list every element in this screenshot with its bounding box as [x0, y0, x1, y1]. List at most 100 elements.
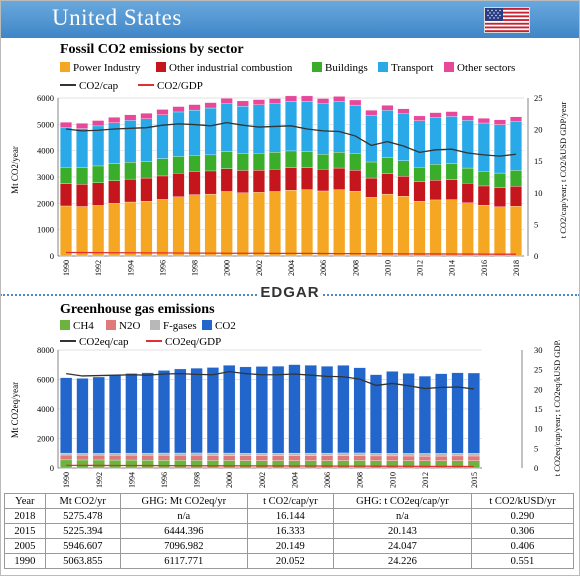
- bar-segment: [418, 453, 431, 457]
- table-row: 2018 5275.478 n/a 16.144 n/a 0.290: [4, 508, 575, 524]
- bar-segment: [204, 102, 217, 109]
- bar-segment: [141, 452, 154, 456]
- y2-tick-label: 20: [534, 384, 543, 394]
- bar-segment: [223, 455, 236, 461]
- legend-co2eq-cap: CO2eq/cap: [60, 336, 128, 348]
- table-header: Mt CO2/yr: [44, 493, 121, 509]
- bar-segment: [252, 170, 265, 193]
- y2-tick-label: 10: [534, 424, 543, 434]
- bar-segment: [467, 372, 480, 454]
- bar-segment: [397, 113, 410, 161]
- legend-label: Transport: [391, 62, 434, 74]
- bar-segment: [285, 190, 297, 257]
- y2-tick-label: 0: [534, 463, 538, 473]
- bar-segment: [365, 197, 378, 257]
- us-flag-icon: [484, 7, 530, 33]
- per-capita-line: [66, 370, 474, 390]
- bar-segment: [92, 182, 105, 206]
- table-cell: 0.290: [470, 508, 575, 524]
- bar-segment: [236, 106, 249, 154]
- table-header: t CO2/cap/yr: [246, 493, 334, 509]
- y-tick-label: 4000: [37, 404, 54, 414]
- per-capita-line: [65, 121, 517, 157]
- bar-segment: [386, 371, 399, 454]
- bar-segment: [268, 98, 281, 104]
- bar-segment: [451, 455, 464, 461]
- y-tick-label: 8000: [37, 345, 54, 355]
- bar-segment: [369, 460, 383, 469]
- bar-segment: [429, 112, 442, 118]
- bar-segment: [435, 373, 448, 454]
- bar-segment: [268, 152, 281, 170]
- bar-segment: [493, 206, 506, 257]
- x-tick-label: 2006: [323, 472, 332, 488]
- bar-segment: [301, 151, 314, 168]
- bar-segment: [206, 460, 219, 469]
- bar-segment: [140, 113, 153, 119]
- legend-n2o: N2O: [106, 320, 140, 332]
- table-cell: 20.149: [246, 538, 334, 554]
- x-tick-label: 2012: [421, 472, 430, 488]
- bar-segment: [60, 127, 72, 168]
- bar-segment: [60, 377, 73, 454]
- bar-segment: [353, 460, 366, 469]
- x-tick-label: 1990: [62, 260, 71, 276]
- x-tick-label: 2010: [383, 260, 392, 276]
- bar-segment: [255, 366, 268, 454]
- bar-segment: [321, 452, 334, 456]
- bar-segment: [381, 173, 394, 195]
- table-row: 1990 5063.855 6117.771 20.052 24.226 0.551: [4, 553, 575, 569]
- bar-segment: [206, 452, 219, 456]
- legend-label: CO2: [215, 320, 236, 332]
- bar-segment: [108, 163, 121, 181]
- bar-segment: [92, 453, 105, 456]
- bar-segment: [445, 179, 458, 200]
- legend-buildings: Buildings: [312, 62, 368, 74]
- y-tick-label: 3000: [37, 172, 54, 182]
- table-header: Year: [4, 493, 46, 509]
- bar-segment: [493, 187, 506, 207]
- ghg-emissions-chart: Mt CO2eq/year t CO2eq/cap/year; t CO2eq/…: [10, 340, 562, 488]
- bar-segment: [124, 120, 137, 163]
- bar-segment: [301, 95, 314, 102]
- bar-segment: [353, 455, 366, 461]
- bar-segment: [285, 150, 297, 168]
- bar-segment: [304, 365, 317, 454]
- y-tick-label: 5000: [37, 119, 54, 129]
- bar-segment: [333, 189, 346, 257]
- bar-segment: [140, 118, 153, 162]
- bar-segment: [220, 168, 233, 192]
- bar-segment: [397, 196, 410, 257]
- bar-segment: [467, 455, 480, 461]
- y2-tick-label: 15: [534, 404, 543, 414]
- bar-segment: [60, 452, 73, 456]
- bar-segment: [288, 455, 301, 461]
- bar-segment: [188, 155, 201, 172]
- legend-label: CO2/GDP: [157, 80, 203, 92]
- bar-segment: [239, 460, 252, 469]
- legend-label: Buildings: [325, 62, 368, 74]
- bar-segment: [304, 452, 317, 456]
- legend-f-gases: F-gases: [150, 320, 197, 332]
- y-tick-label: 1000: [37, 225, 54, 235]
- bar-segment: [321, 460, 334, 469]
- y-tick-label: 0: [50, 463, 54, 473]
- bar-segment: [141, 459, 154, 469]
- bar-segment: [174, 368, 187, 454]
- bar-segment: [220, 151, 233, 169]
- legend-co2-cap: CO2/cap: [60, 80, 118, 92]
- bar-segment: [365, 110, 378, 116]
- table-header: t CO2/kUSD/yr: [470, 493, 575, 509]
- bar-segment: [76, 459, 89, 469]
- table-header: GHG: Mt CO2eq/yr: [119, 493, 248, 509]
- bar-segment: [236, 192, 249, 257]
- bar-segment: [76, 455, 89, 461]
- bar-segment: [477, 122, 490, 172]
- bar-segment: [402, 455, 415, 461]
- bar-segment: [60, 454, 73, 461]
- bar-segment: [301, 101, 314, 152]
- bar-segment: [172, 196, 185, 257]
- table-cell: 24.047: [332, 538, 472, 554]
- chart1-ylabel-left: Mt CO2/year: [10, 146, 20, 194]
- bar-segment: [333, 101, 346, 153]
